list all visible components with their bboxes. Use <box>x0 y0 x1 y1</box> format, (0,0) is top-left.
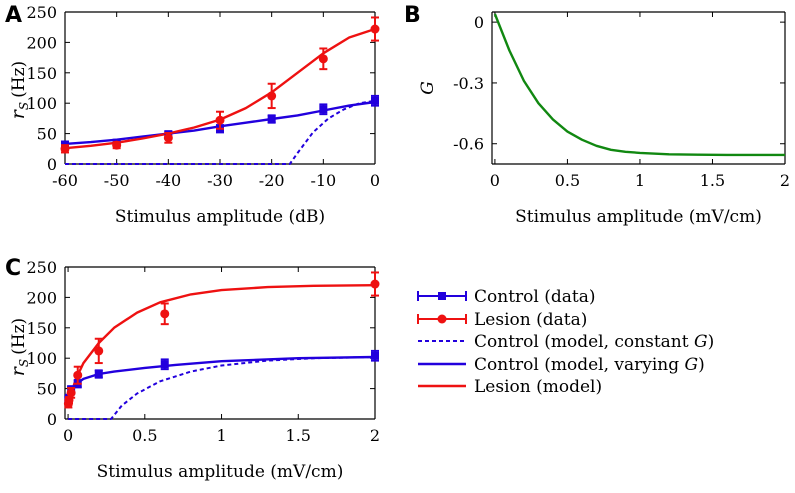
data-point-square <box>371 96 379 105</box>
data-point-circle <box>318 54 328 64</box>
y-tick-label: 100 <box>26 349 57 368</box>
data-point-circle <box>267 91 277 101</box>
y-label-symbol: r <box>7 365 29 376</box>
model-curve-0 <box>493 13 785 157</box>
legend-label: Lesion (data) <box>474 310 587 330</box>
legend-label-text: Control (data) <box>474 287 595 307</box>
x-axis-label: Stimulus amplitude (mV/cm) <box>515 207 762 227</box>
y-tick-label: 0 <box>474 13 484 32</box>
x-tick-label: -40 <box>155 171 181 190</box>
y-axis-label: rS (Hz) <box>7 318 31 376</box>
y-tick-label: 50 <box>37 380 57 399</box>
x-tick-label: 0.5 <box>555 171 580 190</box>
y-label-symbol: r <box>7 108 29 119</box>
y-tick-label: 0 <box>47 155 57 174</box>
data-point-circle <box>94 346 104 356</box>
panel-label-c: C <box>5 256 21 281</box>
data-point-circle <box>370 24 380 34</box>
legend-label: Control (model, varying G) <box>474 355 705 375</box>
y-tick-label: 200 <box>26 33 57 52</box>
x-tick-label: 0 <box>370 171 380 190</box>
data-point-square <box>94 370 103 379</box>
data-point-circle <box>370 279 380 289</box>
panel-b-chart: 0 0.5 1 1.5 2 0 -0.3 -0.6 Stimulus amplitude (mV… <box>418 11 790 227</box>
y-axis-label: G <box>418 81 438 95</box>
legend-marker-circle <box>437 314 447 324</box>
x-tick-label: -10 <box>310 171 336 190</box>
x-tick-label: 0.5 <box>132 426 157 445</box>
data-point-square <box>160 360 169 369</box>
y-tick-label: 0 <box>47 410 57 429</box>
model-curve-2 <box>66 284 376 404</box>
panel-label-b: B <box>404 3 421 28</box>
x-tick-label: 1 <box>216 426 226 445</box>
x-tick-label: -60 <box>52 171 78 190</box>
data-point-circle <box>112 140 122 150</box>
data-point-circle <box>73 370 83 380</box>
y-tick-label: 100 <box>26 94 57 113</box>
x-tick-label: 1.5 <box>286 426 311 445</box>
y-tick-label: 250 <box>26 258 57 277</box>
data-point-circle <box>215 115 225 125</box>
x-tick-label: 2 <box>780 171 790 190</box>
legend-label-text: Control (model, constant <box>474 332 694 352</box>
y-label-subscript: S <box>17 102 31 110</box>
x-axis-label: Stimulus amplitude (mV/cm) <box>97 462 344 482</box>
panel-a-chart: -60 -50 -40 -30 -20 -10 0 0 50 100 150 200 250 Stimul… <box>7 3 380 227</box>
legend-label-symbol: G <box>685 355 699 375</box>
y-tick-label: 200 <box>26 288 57 307</box>
data-point-square <box>319 105 328 114</box>
legend-label: Control (model, constant G) <box>474 332 714 352</box>
model-curve-1 <box>66 355 376 400</box>
legend-label: Control (data) <box>474 287 595 307</box>
model-curve-0 <box>68 356 376 420</box>
data-point-circle <box>160 309 170 319</box>
x-axis-label: Stimulus amplitude (dB) <box>115 207 325 227</box>
x-tick-label: 2 <box>370 426 380 445</box>
y-tick-label: -0.6 <box>453 135 484 154</box>
y-label-unit: (Hz) <box>9 318 29 355</box>
x-tick-label: -50 <box>104 171 130 190</box>
y-axis-label: rS (Hz) <box>7 61 31 119</box>
legend-label-close: ) <box>698 355 705 375</box>
data-point-circle <box>66 388 76 398</box>
y-tick-label: 150 <box>26 319 57 338</box>
legend-marker-square <box>438 292 446 300</box>
legend-label: Lesion (model) <box>474 377 602 397</box>
x-tick-label: -20 <box>259 171 285 190</box>
x-tick-label: 1.5 <box>700 171 725 190</box>
data-point-circle <box>60 144 70 154</box>
data-point-square <box>267 115 276 124</box>
data-point-square <box>371 351 379 360</box>
x-tick-label: -30 <box>207 171 233 190</box>
legend-label-text: Lesion (model) <box>474 377 602 397</box>
y-tick-label: 250 <box>26 3 57 22</box>
y-tick-label: 50 <box>37 125 57 144</box>
y-label-subscript: S <box>17 359 31 367</box>
panel-c-chart: 0 0.5 1 1.5 2 0 50 100 150 200 250 Stimulus amplitu… <box>7 258 380 482</box>
x-tick-label: 0 <box>63 426 73 445</box>
x-tick-label: 1 <box>635 171 645 190</box>
panel-label-a: A <box>5 3 22 28</box>
x-tick-label: 0 <box>490 171 500 190</box>
data-point-circle <box>163 133 173 143</box>
legend-label-symbol: G <box>694 332 708 352</box>
y-tick-label: -0.3 <box>453 74 484 93</box>
legend-label-text: Control (model, varying <box>474 355 685 375</box>
y-label-unit: (Hz) <box>9 61 29 98</box>
y-tick-label: 150 <box>26 64 57 83</box>
legend: Control (data)Lesion (data)Control (mode… <box>417 287 714 397</box>
legend-label-close: ) <box>708 332 715 352</box>
legend-label-text: Lesion (data) <box>474 310 587 330</box>
